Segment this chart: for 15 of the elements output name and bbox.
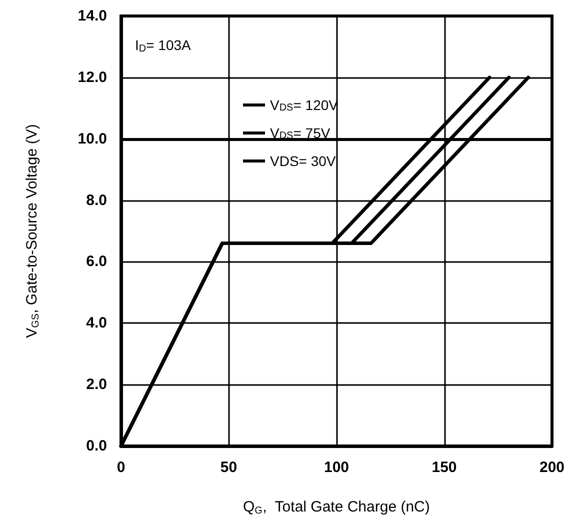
y-tick-label: 0.0 <box>86 438 107 454</box>
y-tick-label: 10.0 <box>78 130 107 148</box>
y-tick-label: 4.0 <box>86 314 107 332</box>
x-tick-label: 200 <box>539 459 565 476</box>
y-tick-label: 8.0 <box>86 192 107 209</box>
y-tick-label: 12.0 <box>78 68 107 86</box>
x-tick-label: 100 <box>324 459 350 476</box>
y-tick-label: 6.0 <box>86 253 107 270</box>
x-tick-label: 150 <box>432 459 457 476</box>
y-tick-label: 14.0 <box>78 8 107 24</box>
legend-label: VDS= 30V <box>270 153 336 169</box>
x-tick-label: 50 <box>220 459 238 476</box>
x-tick-label: 0 <box>116 459 126 476</box>
y-axis-title: VGS, Gate-to-Source Voltage (V) <box>24 124 42 338</box>
y-tick-label: 2.0 <box>86 376 107 394</box>
